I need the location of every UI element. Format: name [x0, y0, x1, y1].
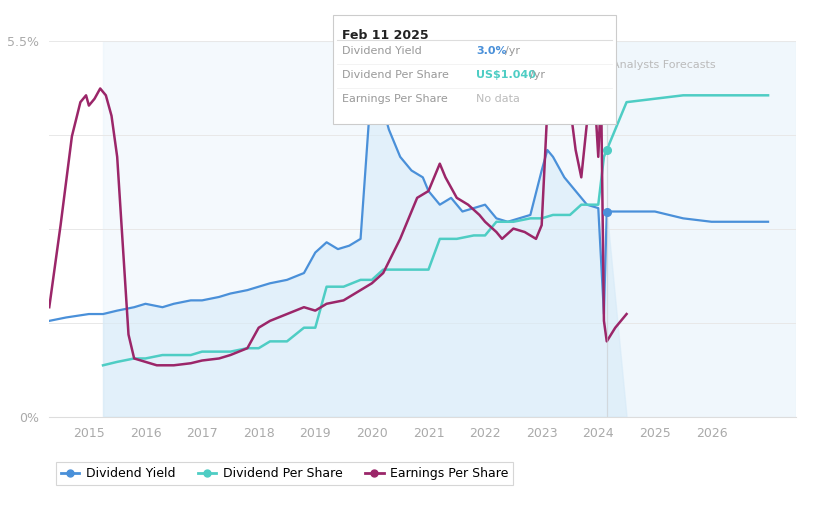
Text: Feb 11 2025: Feb 11 2025	[342, 29, 429, 43]
Text: Dividend Per Share: Dividend Per Share	[342, 70, 449, 80]
Text: Past: Past	[580, 60, 604, 70]
Text: /yr: /yr	[530, 70, 544, 80]
Text: Dividend Yield: Dividend Yield	[342, 46, 422, 56]
Text: US$1.040: US$1.040	[476, 70, 536, 80]
Bar	[103, 41, 607, 417]
Bar	[607, 41, 796, 417]
Legend: Dividend Yield, Dividend Per Share, Earnings Per Share: Dividend Yield, Dividend Per Share, Earn…	[56, 462, 513, 486]
Text: /yr: /yr	[505, 46, 520, 56]
Text: 3.0%: 3.0%	[476, 46, 507, 56]
Text: Earnings Per Share: Earnings Per Share	[342, 94, 448, 105]
Text: Analysts Forecasts: Analysts Forecasts	[612, 60, 716, 70]
Text: No data: No data	[476, 94, 520, 105]
